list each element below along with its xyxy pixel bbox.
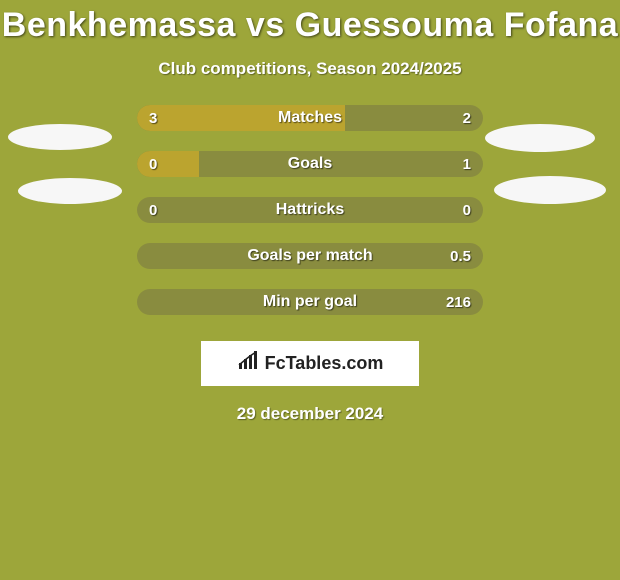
- player-ellipse: [8, 124, 112, 150]
- page-title: Benkhemassa vs Guessouma Fofana: [0, 0, 620, 45]
- bar-label: Hattricks: [137, 197, 483, 223]
- bar-right-value: 0: [463, 197, 471, 223]
- chart-area: 3 Matches 2 0 Goals 1 0 Hattricks 0 Goal…: [0, 105, 620, 335]
- date-text: 29 december 2024: [0, 404, 620, 424]
- bar-right-value: 2: [463, 105, 471, 131]
- bar-label: Min per goal: [137, 289, 483, 315]
- brand-text: FcTables.com: [265, 353, 384, 374]
- bar-right-value: 0.5: [450, 243, 471, 269]
- chart-icon: [237, 351, 259, 376]
- bar-row-min-per-goal: Min per goal 216: [137, 289, 483, 315]
- bar-right-value: 1: [463, 151, 471, 177]
- brand-box[interactable]: FcTables.com: [201, 341, 419, 386]
- comparison-page: Benkhemassa vs Guessouma Fofana Club com…: [0, 0, 620, 580]
- bar-right-value: 216: [446, 289, 471, 315]
- bar-label: Matches: [137, 105, 483, 131]
- bar-label: Goals per match: [137, 243, 483, 269]
- player-ellipse: [18, 178, 122, 204]
- bar-row-hattricks: 0 Hattricks 0: [137, 197, 483, 223]
- bar-label: Goals: [137, 151, 483, 177]
- page-subtitle: Club competitions, Season 2024/2025: [0, 59, 620, 79]
- player-ellipse: [485, 124, 595, 152]
- bar-row-matches: 3 Matches 2: [137, 105, 483, 131]
- player-ellipse: [494, 176, 606, 204]
- bars-container: 3 Matches 2 0 Goals 1 0 Hattricks 0 Goal…: [137, 105, 483, 335]
- bar-row-goals-per-match: Goals per match 0.5: [137, 243, 483, 269]
- bar-row-goals: 0 Goals 1: [137, 151, 483, 177]
